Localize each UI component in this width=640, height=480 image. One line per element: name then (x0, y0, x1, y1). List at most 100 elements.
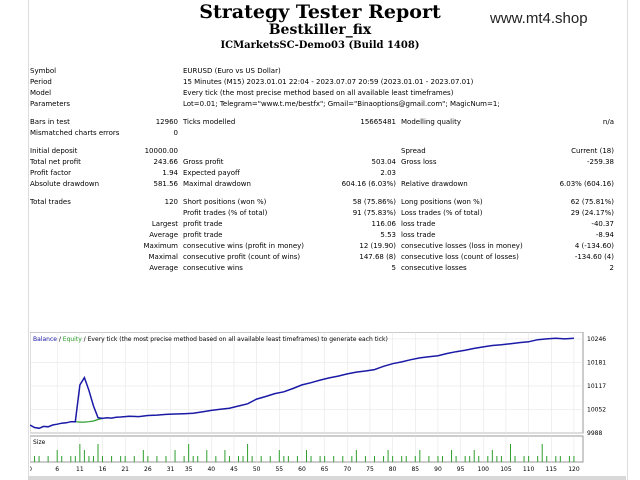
short-value: 58 (75.86%) (352, 198, 396, 206)
abs-dd-label: Absolute drawdown (30, 180, 100, 188)
x-tick-label: 105 (500, 466, 512, 473)
row-deposit: Initial deposit 10000.00 Spread Current … (30, 146, 620, 157)
avg-wins-label: consecutive wins (183, 264, 243, 272)
symbol-value: EURUSD (Euro vs US Dollar) (183, 67, 281, 75)
trades-label: Total trades (30, 198, 71, 206)
x-tick-label: 65 (321, 466, 329, 473)
largest-lt-value: -40.37 (591, 220, 614, 228)
row-symbol: Symbol EURUSD (Euro vs US Dollar) (30, 66, 620, 77)
mismatch-label: Mismatched charts errors (30, 129, 120, 137)
x-tick-label: 85 (411, 466, 419, 473)
gross-profit-label: Gross profit (183, 158, 224, 166)
row-model: Model Every tick (the most precise metho… (30, 88, 620, 99)
equity-series-line (70, 417, 103, 423)
quality-value: n/a (602, 118, 614, 126)
watermark: www.mt4.shop (490, 10, 588, 27)
avg-lt-value: -8.94 (595, 231, 614, 239)
x-tick-label: 6 (55, 466, 59, 473)
x-tick-label: 60 (298, 466, 306, 473)
model-value: Every tick (the most precise method base… (183, 89, 454, 97)
symbol-label: Symbol (30, 67, 57, 75)
row-largest: Largest profit trade 116.06 loss trade -… (30, 219, 620, 230)
max-losses-label: consecutive losses (loss in money) (401, 242, 523, 250)
gross-loss-label: Gross loss (401, 158, 437, 166)
x-tick-label: 11 (76, 466, 84, 473)
x-tick-label: 110 (523, 466, 535, 473)
x-tick-label: 0 (30, 466, 32, 473)
average-label: Average (149, 231, 178, 239)
row-average-consecutive: Average consecutive wins 5 consecutive l… (30, 263, 620, 274)
row-bars: Bars in test 12960 Ticks modelled 156654… (30, 117, 620, 128)
row-profit-factor: Profit factor 1.94 Expected payoff 2.03 (30, 168, 620, 179)
long-label: Long positions (won %) (401, 198, 483, 206)
net-label: Total net profit (30, 158, 81, 166)
lt-value: 29 (24.17%) (570, 209, 614, 217)
row-average: Average profit trade 5.53 loss trade -8.… (30, 230, 620, 241)
max-wins-value: 12 (19.90) (359, 242, 396, 250)
x-tick-label: 120 (568, 466, 580, 473)
period-label: Period (30, 78, 52, 86)
chart-legend: Balance / Equity / Every tick (the most … (33, 336, 388, 343)
avg-losses-label: consecutive losses (401, 264, 467, 272)
legend-equity: Equity (63, 336, 82, 343)
maximal-loss-label: consecutive loss (count of losses) (401, 253, 519, 261)
largest-pt-value: 116.06 (371, 220, 397, 228)
balance-series-line (30, 337, 574, 430)
max-dd-value: 604.16 (6.03%) (341, 180, 396, 188)
payoff-label: Expected payoff (183, 169, 240, 177)
server-name: ICMarketsSC-Demo03 (Build 1408) (220, 40, 420, 51)
row-net-profit: Total net profit 243.66 Gross profit 503… (30, 157, 620, 168)
row-maximal: Maximal consecutive profit (count of win… (30, 252, 620, 263)
x-tick-label: 31 (167, 466, 175, 473)
max-dd-label: Maximal drawdown (183, 180, 251, 188)
y-tick-label: 10181 (587, 360, 606, 367)
x-tick-label: 45 (230, 466, 238, 473)
pf-label: Profit factor (30, 169, 71, 177)
y-tick-label: 9988 (587, 430, 602, 437)
x-tick-label: 55 (275, 466, 283, 473)
mismatch-value: 0 (173, 129, 178, 137)
quality-label: Modelling quality (401, 118, 461, 126)
maximal-profit-label: consecutive profit (count of wins) (183, 253, 301, 261)
pt-label: Profit trades (% of total) (183, 209, 268, 217)
largest-pt-label: profit trade (183, 220, 223, 228)
average2-label: Average (149, 264, 178, 272)
avg-losses-value: 2 (609, 264, 614, 272)
pf-value: 1.94 (162, 169, 178, 177)
x-tick-label: 21 (121, 466, 129, 473)
short-label: Short positions (won %) (183, 198, 267, 206)
net-value: 243.66 (153, 158, 179, 166)
x-tick-label: 70 (343, 466, 351, 473)
avg-lt-label: loss trade (401, 231, 436, 239)
x-tick-label: 50 (253, 466, 261, 473)
size-label: Size (33, 439, 46, 446)
report-title: Strategy Tester Report (199, 1, 441, 23)
period-value: 15 Minutes (M15) 2023.01.01 22:04 - 2023… (183, 78, 474, 86)
legend-balance: Balance (33, 336, 57, 343)
spread-value: Current (18) (571, 147, 614, 155)
y-tick-label: 10246 (587, 336, 606, 343)
row-total-trades: Total trades 120 Short positions (won %)… (30, 197, 620, 208)
row-profit-trades: Profit trades (% of total) 91 (75.83%) L… (30, 208, 620, 219)
payoff-value: 2.03 (380, 169, 396, 177)
row-period: Period 15 Minutes (M15) 2023.01.01 22:04… (30, 77, 620, 88)
trades-value: 120 (164, 198, 178, 206)
maximal-profit-value: 147.68 (8) (359, 253, 396, 261)
row-mismatch: Mismatched charts errors 0 (30, 128, 620, 139)
bars-label: Bars in test (30, 118, 70, 126)
long-value: 62 (75.81%) (570, 198, 614, 206)
legend-separator: / (57, 336, 63, 343)
legend-description: / Every tick (the most precise method ba… (82, 336, 388, 343)
parameters-label: Parameters (30, 100, 71, 108)
y-tick-label: 10117 (587, 383, 606, 390)
deposit-value: 10000.00 (144, 147, 178, 155)
model-label: Model (30, 89, 52, 97)
x-tick-label: 100 (478, 466, 490, 473)
y-tick-label: 10052 (587, 407, 606, 414)
balance-chart-svg: Balance / Equity / Every tick (the most … (30, 332, 606, 473)
maximal-label: Maximal (148, 253, 178, 261)
x-tick-label: 35 (185, 466, 193, 473)
ticks-label: Ticks modelled (183, 118, 236, 126)
x-tick-label: 16 (99, 466, 107, 473)
bars-value: 12960 (155, 118, 178, 126)
